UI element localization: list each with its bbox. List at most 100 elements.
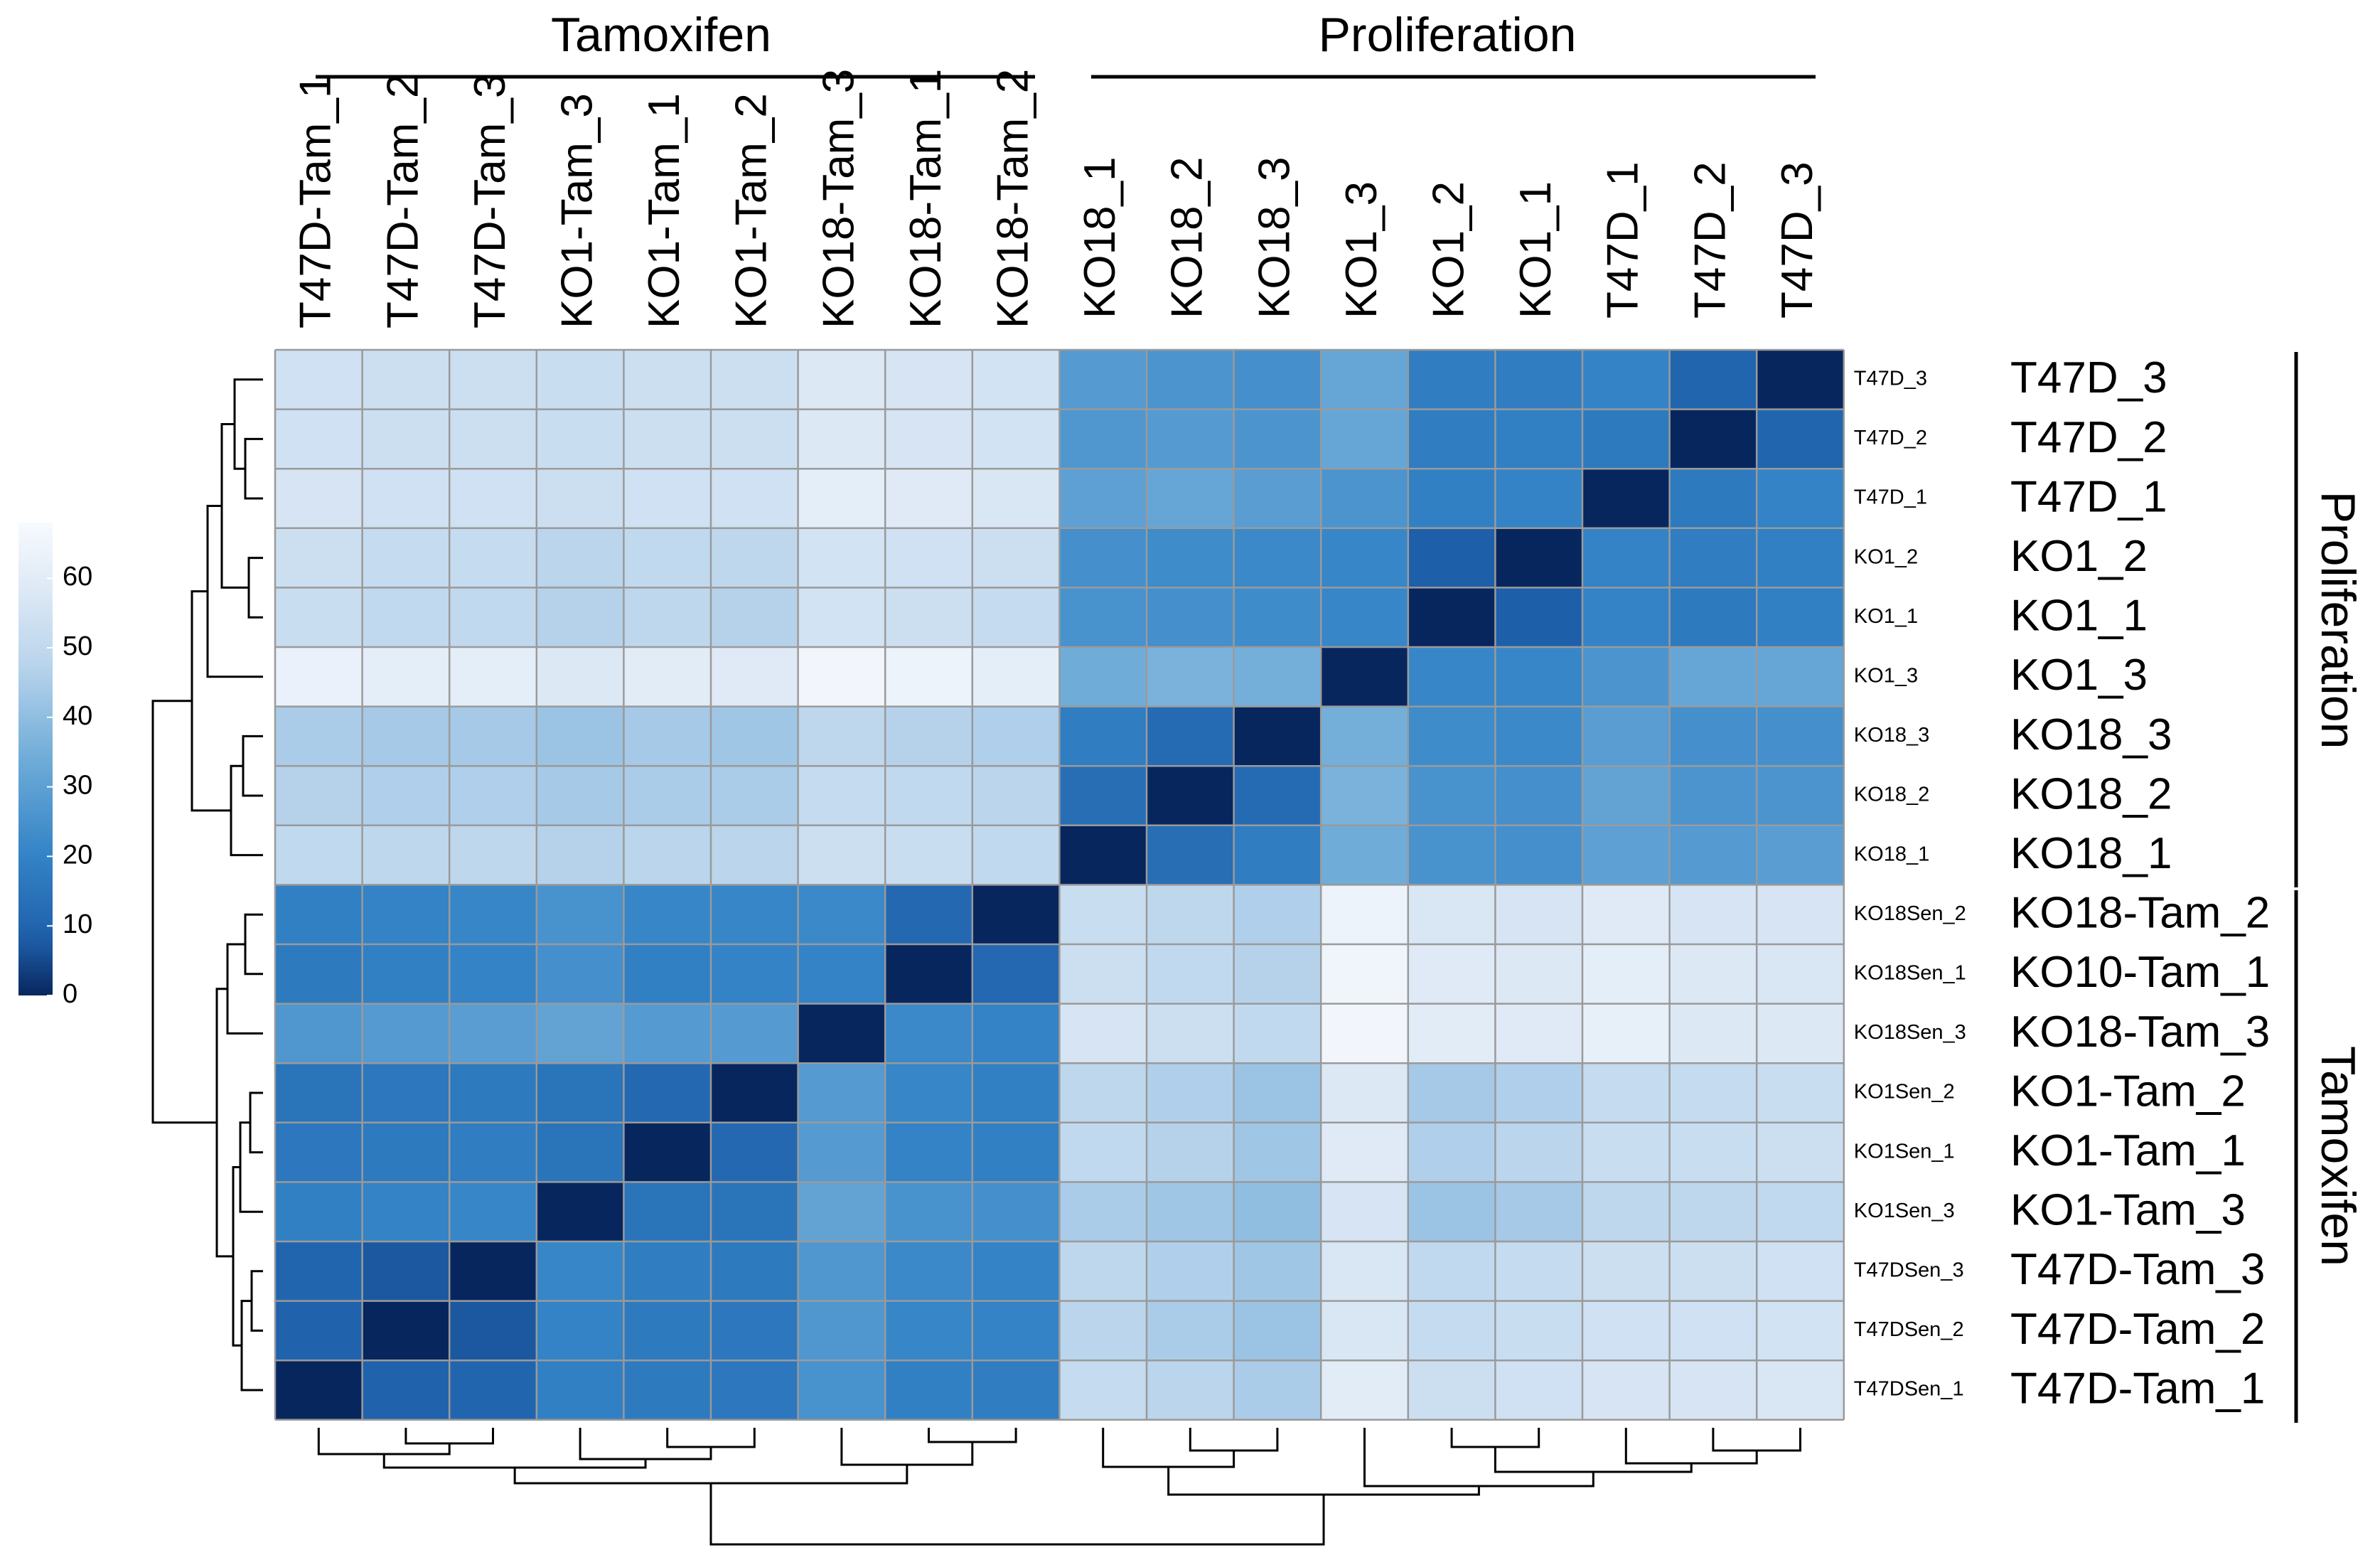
heatmap-cell-r1-c2 [362,350,450,410]
heatmap-cell-r3-c15 [1495,469,1583,529]
heatmap-cell-r9-c3 [449,825,537,885]
heatmap-cell-r4-c4 [536,528,624,588]
colorbar-tick-label: 50 [63,631,92,661]
heatmap-cell-r6-c14 [1408,647,1496,707]
heatmap-cell-r2-c11 [1147,409,1235,469]
row-dendrogram-branch [191,590,231,812]
heatmap-cell-r3-c12 [1233,469,1322,529]
heatmap-cell-r7-c9 [972,706,1060,767]
heatmap-cell-r10-c16 [1582,885,1671,945]
heatmap-cell-r11-c3 [449,944,537,1005]
heatmap-cell-r9-c2 [362,825,450,885]
row-label-large: KO18_1 [2010,829,2172,878]
heatmap-cell-r14-c14 [1408,1122,1496,1182]
heatmap-cell-r16-c18 [1757,1241,1845,1302]
heatmap-cell-r16-c17 [1669,1241,1757,1302]
heatmap-cell-r8-c6 [711,766,799,826]
row-label-small: T47DSen_3 [1854,1259,1964,1281]
column-dendrogram-branch [928,1428,1017,1443]
heatmap-cell-r2-c13 [1321,409,1409,469]
heatmap-cell-r10-c2 [362,885,450,945]
column-dendrogram-branch [404,1428,494,1445]
heatmap-cell-r18-c5 [623,1360,712,1421]
heatmap-cell-r8-c11 [1147,766,1235,826]
heatmap-cell-r13-c8 [885,1063,973,1123]
heatmap-cell-r10-c9 [972,885,1060,945]
row-label-small: KO1_3 [1854,664,1918,687]
heatmap-cell-r4-c7 [798,528,886,588]
row-label-large: T47D_2 [2010,413,2167,462]
heatmap-cell-r2-c15 [1495,409,1583,469]
heatmap-cell-r11-c6 [711,944,799,1005]
heatmap-cell-r16-c15 [1495,1241,1583,1302]
heatmap-cell-r12-c8 [885,1003,973,1064]
heatmap-cell-r18-c7 [798,1360,886,1421]
heatmap-cell-r13-c18 [1757,1063,1845,1123]
heatmap-cell-r5-c18 [1757,587,1845,648]
heatmap-cell-r17-c13 [1321,1300,1409,1361]
heatmap-cell-r18-c12 [1233,1360,1322,1421]
heatmap-cell-r10-c7 [798,885,886,945]
heatmap-cell-r18-c16 [1582,1360,1671,1421]
heatmap-cell-r2-c4 [536,409,624,469]
heatmap-cell-r17-c16 [1582,1300,1671,1361]
heatmap-cell-r3-c13 [1321,469,1409,529]
heatmap-cell-r7-c5 [623,706,712,767]
heatmap-cell-r1-c15 [1495,350,1583,410]
heatmap-cell-r17-c17 [1669,1300,1757,1361]
heatmap-cell-r14-c18 [1757,1122,1845,1182]
heatmap-cell-r1-c11 [1147,350,1235,410]
heatmap-cell-r8-c4 [536,766,624,826]
heatmap-cell-r2-c1 [275,409,363,469]
heatmap-cell-r11-c16 [1582,944,1671,1005]
column-label: T47D_3 [1773,161,1822,319]
heatmap-cell-r10-c1 [275,885,363,945]
row-dendrogram-branch [250,1270,263,1332]
heatmap-cell-r18-c6 [711,1360,799,1421]
heatmap-cell-r15-c5 [623,1182,712,1242]
row-dendrogram-branch [244,437,263,500]
heatmap-cell-r2-c8 [885,409,973,469]
heatmap-cell-r9-c12 [1233,825,1322,885]
heatmap-cell-r12-c12 [1233,1003,1322,1064]
row-dendrogram-branch [151,700,217,1124]
heatmap-cell-r17-c8 [885,1300,973,1361]
column-label: T47D-Tam_3 [466,74,515,329]
heatmap-cell-r5-c12 [1233,587,1322,648]
heatmap-cell-r10-c8 [885,885,973,945]
column-label: KO18_2 [1163,156,1212,319]
heatmap-cell-r10-c13 [1321,885,1409,945]
heatmap-cell-r5-c7 [798,587,886,648]
row-label-large: KO10-Tam_1 [2010,948,2270,997]
heatmap-cell-r7-c3 [449,706,537,767]
row-label-large: KO1_2 [2010,532,2148,581]
heatmap-cell-r17-c7 [798,1300,886,1361]
heatmap-cell-r18-c8 [885,1360,973,1421]
heatmap-cell-r2-c6 [711,409,799,469]
heatmap-cell-r11-c18 [1757,944,1845,1005]
heatmap-cell-r5-c10 [1059,587,1147,648]
heatmap-cell-r8-c5 [623,766,712,826]
heatmap-cell-r3-c11 [1147,469,1235,529]
heatmap-cell-r4-c2 [362,528,450,588]
column-label: KO18-Tam_1 [901,69,950,329]
heatmap-cell-r9-c9 [972,825,1060,885]
heatmap-cell-r11-c15 [1495,944,1583,1005]
row-label-small: KO18_1 [1854,843,1929,865]
colorbar-gradient [18,523,53,995]
heatmap-cell-r17-c1 [275,1300,363,1361]
heatmap-cell-r3-c14 [1408,469,1496,529]
heatmap-cell-r3-c7 [798,469,886,529]
column-label: T47D-Tam_1 [291,74,341,329]
row-label-large: KO18-Tam_2 [2010,889,2270,938]
heatmap-cell-r11-c2 [362,944,450,1005]
heatmap-cell-r13-c2 [362,1063,450,1123]
heatmap-cell-r8-c1 [275,766,363,826]
heatmap-cell-r11-c11 [1147,944,1235,1005]
heatmap-cell-r8-c2 [362,766,450,826]
column-label: KO18-Tam_3 [814,69,863,329]
column-label: KO1_1 [1511,181,1560,319]
heatmap-cell-r3-c1 [275,469,363,529]
heatmap-cell-r3-c10 [1059,469,1147,529]
